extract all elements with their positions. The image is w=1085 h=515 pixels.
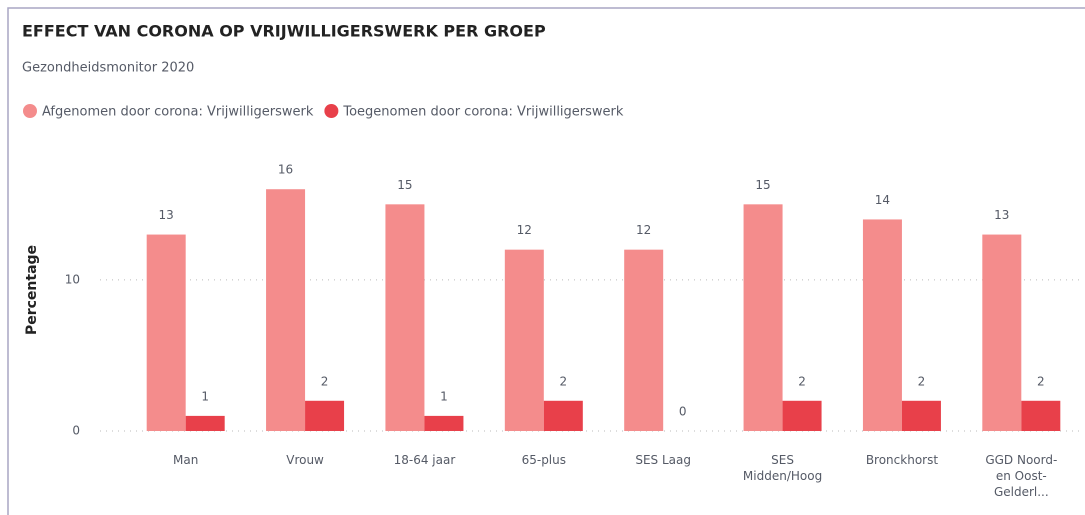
- data-label: 1: [440, 389, 448, 403]
- data-label: 16: [278, 163, 293, 177]
- bar: [543, 400, 583, 431]
- legend-label: Toegenomen door corona: Vrijwilligerswer…: [342, 105, 624, 120]
- data-label: 2: [1037, 374, 1045, 388]
- data-label: 0: [679, 405, 687, 419]
- x-tick-label: 18-64 jaar: [393, 453, 456, 467]
- data-label: 2: [918, 374, 926, 388]
- data-label: 13: [994, 208, 1009, 222]
- bar: [901, 400, 941, 431]
- bar: [782, 400, 822, 431]
- data-label: 2: [559, 374, 567, 388]
- y-tick-label: 0: [72, 424, 80, 438]
- data-label: 12: [517, 223, 532, 237]
- chart-title: EFFECT VAN CORONA OP VRIJWILLIGERSWERK P…: [22, 22, 546, 41]
- bar: [185, 415, 225, 431]
- data-label: 13: [159, 208, 174, 222]
- legend-marker: [324, 104, 339, 118]
- bar: [504, 249, 544, 431]
- x-tick-label: Man: [173, 453, 199, 467]
- data-label: 14: [875, 193, 890, 207]
- bar: [982, 234, 1022, 431]
- y-axis-label: Percentage: [24, 245, 40, 335]
- data-label: 15: [397, 178, 412, 192]
- chart-subtitle: Gezondheidsmonitor 2020: [22, 61, 194, 76]
- data-label: 12: [636, 223, 651, 237]
- x-tick-label: GGD Noord-en Oost-Gelderl...: [985, 453, 1058, 499]
- x-tick-label: Vrouw: [286, 453, 324, 467]
- data-label: 15: [755, 178, 770, 192]
- bar: [266, 189, 306, 431]
- data-label: 2: [321, 374, 329, 388]
- y-tick-label: 10: [65, 272, 80, 286]
- data-label: 2: [798, 374, 806, 388]
- x-tick-label: Bronckhorst: [865, 453, 939, 467]
- data-label: 1: [201, 389, 209, 403]
- bar: [624, 249, 664, 431]
- bar: [743, 204, 783, 431]
- bar: [385, 204, 425, 431]
- x-tick-label: SES Laag: [635, 453, 691, 467]
- bar: [305, 400, 345, 431]
- x-tick-label: SES Midden/Hoog: [742, 453, 823, 483]
- legend-label: Afgenomen door corona: Vrijwilligerswerk: [42, 105, 314, 120]
- x-tick-label: 65-plus: [521, 453, 567, 467]
- legend-marker: [23, 104, 37, 118]
- bar: [424, 415, 464, 431]
- bar: [862, 219, 902, 431]
- bar: [146, 234, 186, 431]
- frame: [7, 7, 1085, 515]
- bar: [1021, 400, 1061, 431]
